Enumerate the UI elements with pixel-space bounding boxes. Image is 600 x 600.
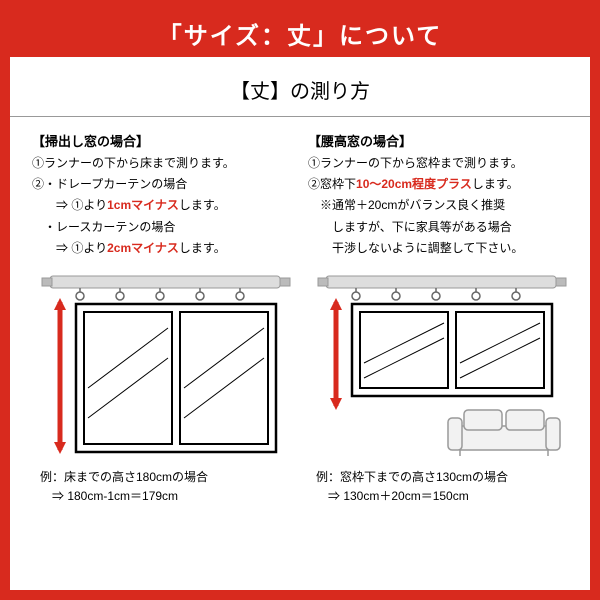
sub-title: 【丈】の測り方 [10, 57, 590, 117]
right-line4: しますが、下に家具等がある場合 [308, 218, 568, 237]
right-ex-calc: ⇒ 130cm＋20cm＝150cm [316, 487, 560, 506]
right-line1: ①ランナーの下から窓枠まで測ります。 [308, 154, 568, 173]
floor-window-diagram [32, 268, 292, 458]
left-line5: ⇒ ①より2cmマイナスします。 [32, 239, 292, 258]
right-ex-title: 例：窓枠下までの高さ130cmの場合 [316, 468, 560, 487]
infographic-container: 「サイズ：丈」について 【丈】の測り方 【掃出し窓の場合】 ①ランナーの下から床… [0, 0, 600, 600]
left-ex-calc: ⇒ 180cm-1cm＝179cm [40, 487, 284, 506]
right-line2: ②窓枠下10～20cm程度プラスします。 [308, 175, 568, 194]
right-example: 例：窓枠下までの高さ130cmの場合 ⇒ 130cm＋20cm＝150cm [308, 458, 568, 506]
left-column: 【掃出し窓の場合】 ①ランナーの下から床まで測ります。 ②・ドレープカーテンの場… [24, 131, 300, 260]
waist-window-diagram [308, 268, 568, 458]
left-title: 【掃出し窓の場合】 [32, 131, 292, 150]
left-ex-title: 例：床までの高さ180cmの場合 [40, 468, 284, 487]
figure-row: 例：床までの高さ180cmの場合 ⇒ 180cm-1cm＝179cm [10, 260, 590, 506]
left-line2: ②・ドレープカーテンの場合 [32, 175, 292, 194]
right-title: 【腰高窓の場合】 [308, 131, 568, 150]
left-line3: ⇒ ①より1cmマイナスします。 [32, 196, 292, 215]
right-line5: 干渉しないように調整して下さい。 [308, 239, 568, 258]
left-line4: ・レースカーテンの場合 [32, 218, 292, 237]
left-figure: 例：床までの高さ180cmの場合 ⇒ 180cm-1cm＝179cm [24, 268, 300, 506]
right-figure: 例：窓枠下までの高さ130cmの場合 ⇒ 130cm＋20cm＝150cm [300, 268, 576, 506]
instruction-columns: 【掃出し窓の場合】 ①ランナーの下から床まで測ります。 ②・ドレープカーテンの場… [10, 117, 590, 260]
main-title: 「サイズ：丈」について [10, 10, 590, 57]
left-line1: ①ランナーの下から床まで測ります。 [32, 154, 292, 173]
right-column: 【腰高窓の場合】 ①ランナーの下から窓枠まで測ります。 ②窓枠下10～20cm程… [300, 131, 576, 260]
right-line3: ※通常＋20cmがバランス良く推奨 [308, 196, 568, 215]
left-example: 例：床までの高さ180cmの場合 ⇒ 180cm-1cm＝179cm [32, 458, 292, 506]
